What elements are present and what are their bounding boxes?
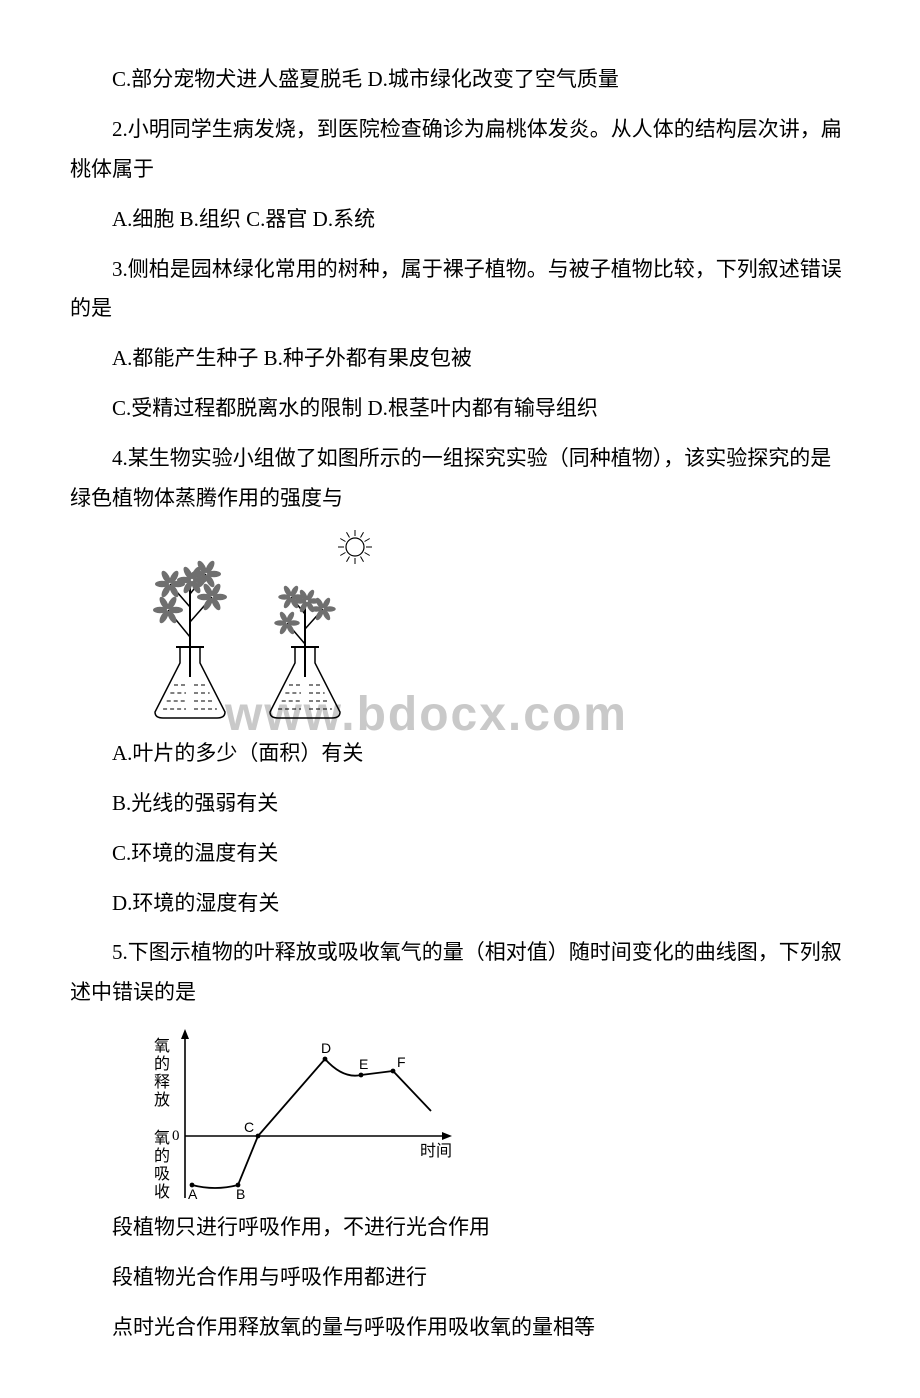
question-2: 2.小明同学生病发烧，到医院检查确诊为扁桃体发炎。从人体的结构层次讲，扁桃体属于: [70, 110, 850, 190]
paragraph-c-d-options: C.部分宠物犬进人盛夏脱毛 D.城市绿化改变了空气质量: [70, 60, 850, 100]
svg-text:F: F: [397, 1054, 406, 1070]
question-4-option-a: A.叶片的多少（面积）有关: [70, 734, 850, 774]
svg-text:氧: 氧: [154, 1129, 170, 1147]
question-4-option-b: B.光线的强弱有关: [70, 784, 850, 824]
svg-text:D: D: [321, 1040, 331, 1056]
svg-text:时间: 时间: [420, 1142, 452, 1160]
svg-text:C: C: [244, 1119, 254, 1135]
question-5-statement-1: 段植物只进行呼吸作用，不进行光合作用: [70, 1208, 850, 1248]
svg-text:收: 收: [154, 1183, 170, 1201]
svg-text:氧: 氧: [154, 1037, 170, 1055]
figure-transpiration-experiment: www.bdocx.com: [130, 529, 850, 729]
svg-text:A: A: [188, 1186, 198, 1202]
svg-text:E: E: [359, 1056, 368, 1072]
svg-text:的: 的: [154, 1147, 170, 1165]
svg-text:0: 0: [172, 1128, 180, 1144]
question-4-option-c: C.环境的温度有关: [70, 834, 850, 874]
question-5: 5.下图示植物的叶释放或吸收氧气的量（相对值）随时间变化的曲线图，下列叙述中错误…: [70, 933, 850, 1013]
svg-text:吸: 吸: [154, 1166, 170, 1183]
figure-oxygen-curve: 氧的释放氧的吸收0时间ABCDEF: [130, 1023, 850, 1203]
question-4: 4.某生物实验小组做了如图所示的一组探究实验（同种植物），该实验探究的是绿色植物…: [70, 439, 850, 519]
question-3: 3.侧柏是园林绿化常用的树种，属于裸子植物。与被子植物比较，下列叙述错误的是: [70, 250, 850, 330]
question-5-statement-3: 点时光合作用释放氧的量与呼吸作用吸收氧的量相等: [70, 1308, 850, 1348]
question-5-statement-2: 段植物光合作用与呼吸作用都进行: [70, 1258, 850, 1298]
svg-text:放: 放: [154, 1091, 170, 1109]
svg-text:的: 的: [154, 1055, 170, 1073]
svg-text:释: 释: [154, 1073, 170, 1091]
question-3-options-ab: A.都能产生种子 B.种子外都有果皮包被: [70, 339, 850, 379]
question-4-option-d: D.环境的湿度有关: [70, 884, 850, 924]
svg-text:B: B: [236, 1186, 245, 1202]
question-2-options: A.细胞 B.组织 C.器官 D.系统: [70, 200, 850, 240]
question-3-options-cd: C.受精过程都脱离水的限制 D.根茎叶内都有输导组织: [70, 389, 850, 429]
